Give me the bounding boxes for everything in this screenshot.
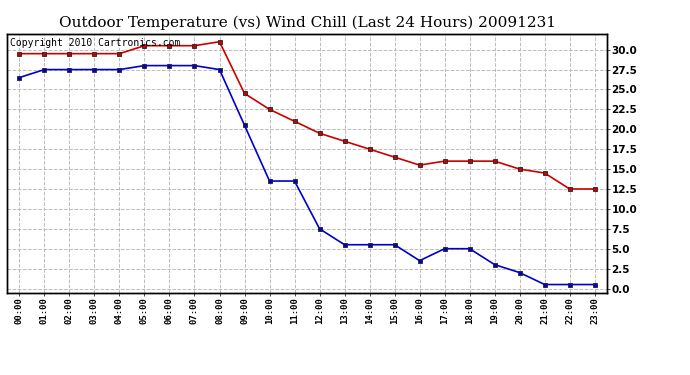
Title: Outdoor Temperature (vs) Wind Chill (Last 24 Hours) 20091231: Outdoor Temperature (vs) Wind Chill (Las… [59,15,555,30]
Text: Copyright 2010 Cartronics.com: Copyright 2010 Cartronics.com [10,38,180,48]
